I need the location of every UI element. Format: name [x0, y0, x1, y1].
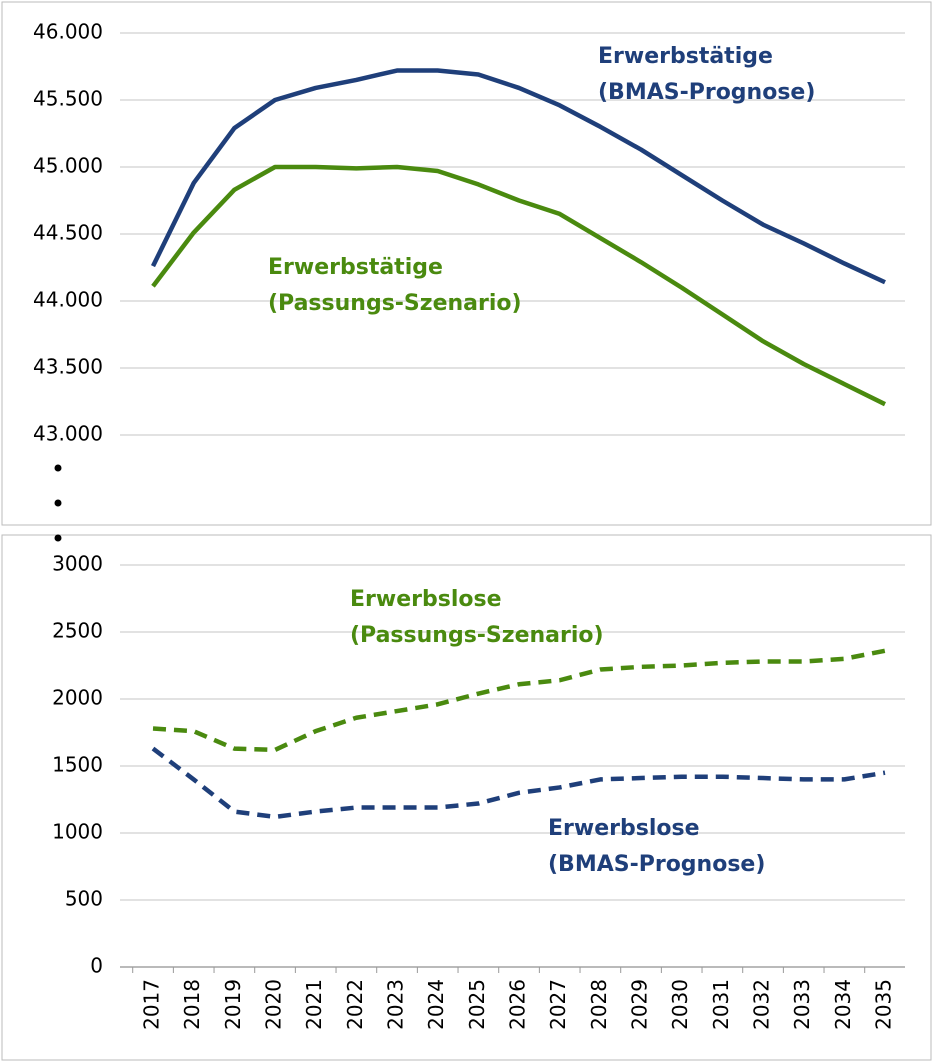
y-tick-label: 3000	[52, 552, 103, 576]
x-tick-label: 2019	[221, 979, 245, 1030]
series-annotation: Erwerbstätige	[598, 44, 773, 69]
axis-break-dot	[54, 499, 62, 507]
x-tick-label: 2028	[587, 979, 611, 1030]
x-tick-label: 2035	[872, 979, 896, 1030]
x-tick-label: 2024	[424, 979, 448, 1030]
y-tick-label: 44.500	[33, 221, 103, 245]
x-tick-label: 2021	[302, 979, 326, 1030]
x-tick-label: 2033	[790, 979, 814, 1030]
y-tick-label: 2500	[52, 619, 103, 643]
x-tick-label: 2032	[750, 979, 774, 1030]
x-tick-label: 2020	[262, 979, 286, 1030]
series-annotation: (BMAS-Prognose)	[598, 80, 815, 105]
series-annotation: (BMAS-Prognose)	[548, 852, 765, 877]
series-annotation: Erwerbslose	[548, 816, 700, 841]
x-tick-label: 2030	[668, 979, 692, 1030]
bottom-panel-frame	[1, 534, 932, 1061]
x-tick-label: 2018	[180, 979, 204, 1030]
y-tick-label: 2000	[52, 686, 103, 710]
series-annotation: (Passungs-Szenario)	[268, 291, 522, 316]
y-tick-label: 1500	[52, 753, 103, 777]
y-tick-label: 1000	[52, 820, 103, 844]
x-tick-label: 2026	[506, 979, 530, 1030]
series-line	[151, 746, 886, 820]
series-annotation: Erwerbstätige	[268, 255, 443, 280]
series-line	[150, 68, 886, 285]
y-tick-label: 46.000	[33, 20, 103, 44]
x-tick-label: 2023	[384, 979, 408, 1030]
x-tick-label: 2017	[140, 979, 164, 1030]
x-tick-label: 2027	[546, 979, 570, 1030]
x-tick-label: 2022	[343, 979, 367, 1030]
series-annotation: Erwerbslose	[350, 587, 502, 612]
y-tick-label: 45.000	[33, 154, 103, 178]
y-tick-label: 44.000	[33, 288, 103, 312]
x-tick-label: 2025	[465, 979, 489, 1030]
x-tick-label: 2029	[628, 979, 652, 1030]
y-tick-label: 0	[90, 954, 103, 978]
x-tick-label: 2034	[831, 979, 855, 1030]
axis-break-dot	[54, 464, 62, 472]
series-line	[152, 648, 886, 753]
y-tick-label: 43.000	[33, 422, 103, 446]
y-tick-label: 43.500	[33, 355, 103, 379]
y-tick-label: 500	[65, 887, 103, 911]
y-tick-label: 45.500	[33, 87, 103, 111]
axis-break-dot	[54, 534, 62, 542]
series-annotation: (Passungs-Szenario)	[350, 623, 604, 648]
series-line	[151, 164, 886, 407]
top-panel-frame	[1, 1, 932, 526]
x-tick-label: 2031	[709, 979, 733, 1030]
